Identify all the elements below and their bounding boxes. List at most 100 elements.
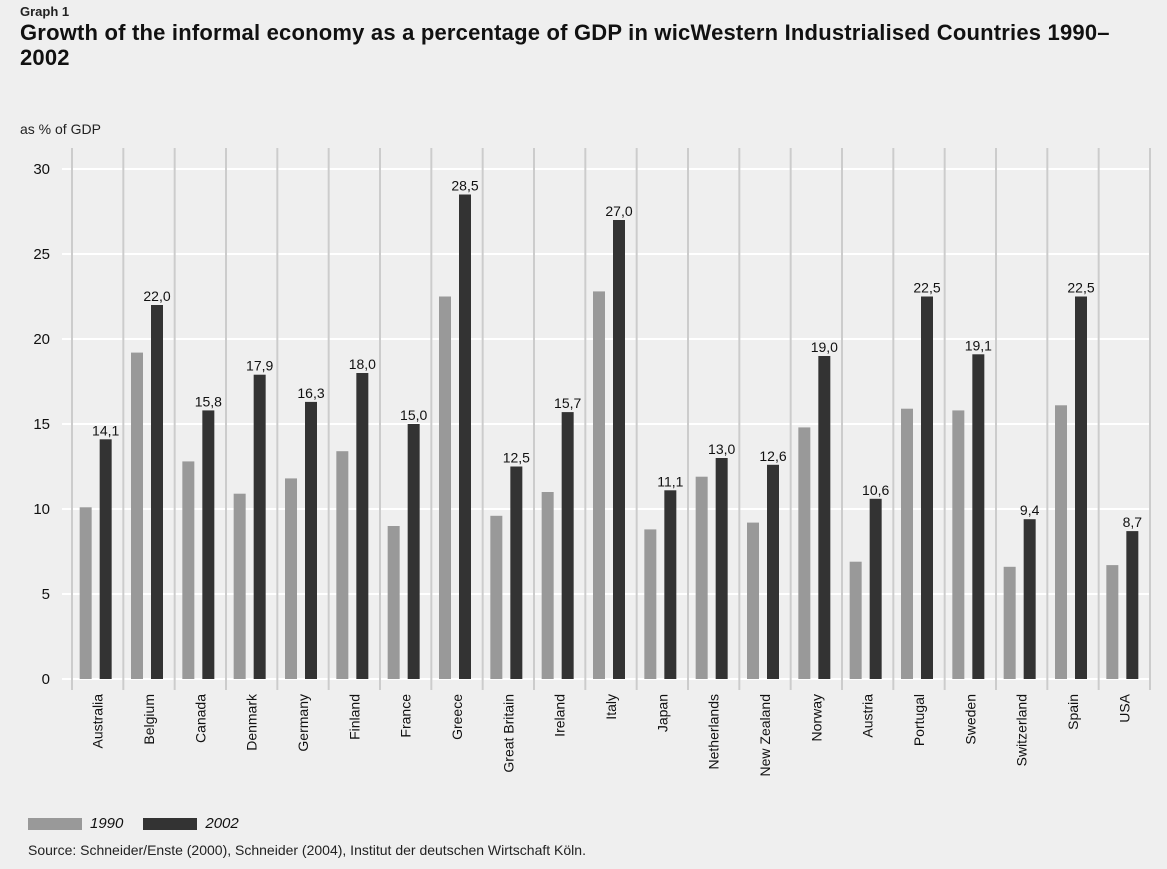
bar-1990: [233, 493, 246, 679]
x-tick-label: Canada: [192, 694, 208, 743]
x-tick-label: Great Britain: [500, 694, 516, 773]
bar-1990: [387, 526, 400, 679]
bar-1990: [849, 561, 862, 679]
bar-2002: [510, 466, 523, 679]
x-tick-label: France: [398, 694, 414, 738]
x-tick-label: Italy: [603, 694, 619, 720]
bar-2002: [561, 412, 574, 679]
bar-2002: [407, 424, 420, 679]
bar-1990: [644, 529, 657, 679]
legend-swatch-1990: [28, 817, 82, 830]
source-note: Source: Schneider/Enste (2000), Schneide…: [28, 842, 586, 858]
bar-2002: [664, 490, 677, 679]
bar-2002: [1075, 296, 1087, 679]
legend-item-2002: 2002: [143, 815, 239, 832]
x-tick-label: Portugal: [911, 694, 927, 746]
bar-1990: [901, 408, 913, 679]
data-label-2002: 15,8: [195, 393, 222, 409]
bar-1990: [1055, 405, 1067, 679]
data-label-2002: 28,5: [451, 178, 478, 194]
bar-1990: [439, 296, 451, 679]
bar-2002: [151, 305, 163, 679]
bar-1990: [798, 427, 811, 679]
bar-1990: [490, 515, 503, 679]
bar-2002: [202, 410, 215, 679]
bar-2002: [818, 356, 831, 679]
legend: 1990 2002: [28, 815, 259, 832]
data-label-2002: 22,5: [913, 280, 940, 296]
bar-1990: [131, 352, 143, 679]
legend-item-1990: 1990: [28, 815, 123, 832]
data-label-2002: 10,6: [862, 482, 889, 498]
bar-2002: [356, 373, 369, 679]
data-label-2002: 18,0: [349, 356, 376, 372]
y-tick-label: 15: [33, 416, 50, 433]
x-tick-label: Greece: [449, 694, 465, 740]
x-tick-label: Ireland: [552, 694, 568, 737]
y-tick-label: 30: [33, 161, 50, 178]
data-label-2002: 12,5: [503, 450, 530, 466]
data-label-2002: 9,4: [1020, 502, 1040, 518]
data-label-2002: 8,7: [1123, 514, 1143, 530]
bar-1990: [336, 451, 349, 679]
legend-swatch-2002: [143, 817, 198, 830]
chart-title: Growth of the informal economy as a perc…: [20, 20, 1110, 70]
x-tick-label: Finland: [346, 694, 362, 740]
bar-1990: [747, 522, 759, 679]
bar-2002: [253, 374, 266, 679]
bar-1990: [541, 492, 554, 679]
bar-2002: [459, 194, 471, 679]
bar-2002: [767, 464, 779, 679]
data-label-2002: 15,7: [554, 395, 581, 411]
data-label-2002: 13,0: [708, 441, 735, 457]
bar-1990: [79, 507, 92, 679]
y-tick-label: 10: [33, 501, 50, 518]
bar-1990: [1003, 566, 1016, 679]
data-label-2002: 22,5: [1067, 280, 1094, 296]
bar-1990: [1106, 565, 1119, 679]
bar-2002: [99, 439, 112, 679]
legend-label-2002: 2002: [205, 815, 239, 832]
bar-2002: [305, 401, 317, 679]
x-tick-label: Austria: [860, 694, 876, 738]
x-tick-label: Spain: [1065, 694, 1081, 730]
x-tick-label: Japan: [654, 694, 670, 732]
bar-2002: [715, 458, 728, 679]
y-tick-label: 25: [33, 246, 50, 263]
x-tick-label: USA: [1116, 693, 1132, 722]
y-axis-label: as % of GDP: [20, 121, 101, 137]
bar-2002: [613, 220, 625, 679]
x-tick-label: Norway: [808, 694, 824, 741]
bar-2002: [869, 498, 882, 679]
bar-2002: [1023, 519, 1036, 679]
graph-label: Graph 1: [20, 4, 70, 19]
bar-1990: [285, 478, 297, 679]
legend-label-1990: 1990: [90, 815, 124, 832]
y-tick-label: 20: [33, 331, 50, 348]
x-tick-label: Switzerland: [1014, 694, 1030, 766]
data-label-2002: 12,6: [759, 448, 786, 464]
bar-1990: [182, 461, 195, 679]
bar-1990: [695, 476, 708, 679]
data-label-2002: 17,9: [246, 358, 273, 374]
data-label-2002: 16,3: [297, 385, 324, 401]
x-tick-label: Belgium: [141, 694, 157, 745]
data-label-2002: 14,1: [92, 422, 119, 438]
bar-1990: [593, 291, 605, 679]
data-label-2002: 22,0: [143, 288, 170, 304]
bar-2002: [1126, 531, 1139, 679]
x-tick-label: Netherlands: [706, 694, 722, 770]
x-tick-label: Denmark: [244, 693, 260, 751]
x-tick-label: New Zealand: [757, 694, 773, 777]
x-tick-label: Germany: [295, 694, 311, 752]
y-tick-label: 5: [42, 586, 50, 603]
bar-2002: [972, 354, 985, 679]
x-tick-label: Sweden: [962, 694, 978, 745]
x-tick-label: Australia: [90, 694, 106, 749]
y-tick-label: 0: [42, 671, 50, 688]
data-label-2002: 15,0: [400, 407, 427, 423]
data-label-2002: 19,0: [811, 339, 838, 355]
data-label-2002: 11,1: [657, 473, 683, 489]
